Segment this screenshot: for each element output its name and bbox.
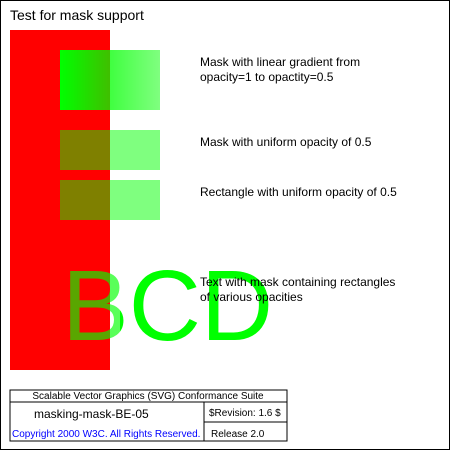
suite-title: Scalable Vector Graphics (SVG) Conforman… <box>32 391 264 402</box>
gradient-masked-rect <box>60 50 160 110</box>
desc-text-mask-line1: Text with mask containing rectangles <box>200 275 395 289</box>
uniform-mask-rect <box>60 130 160 170</box>
footer-border <box>9 389 288 442</box>
revision-label: $Revision: 1.6 $ <box>209 408 281 419</box>
release-label: Release 2.0 <box>211 429 265 440</box>
desc-gradient-line1: Mask with linear gradient from <box>200 55 360 69</box>
masked-text: BCD <box>62 250 273 362</box>
desc-uniform-mask: Mask with uniform opacity of 0.5 <box>200 135 372 149</box>
desc-opacity-rect: Rectangle with uniform opacity of 0.5 <box>200 185 397 199</box>
desc-gradient-line2: opacity=1 to opactity=0.5 <box>200 70 334 84</box>
copyright-link[interactable]: Copyright 2000 W3C. All Rights Reserved. <box>12 429 200 440</box>
opacity-rect <box>60 180 160 220</box>
page-title: Test for mask support <box>10 7 144 23</box>
test-name: masking-mask-BE-05 <box>34 407 149 421</box>
footer-box: Scalable Vector Graphics (SVG) Conforman… <box>9 389 288 442</box>
desc-text-mask-line2: of various opacities <box>200 290 303 304</box>
